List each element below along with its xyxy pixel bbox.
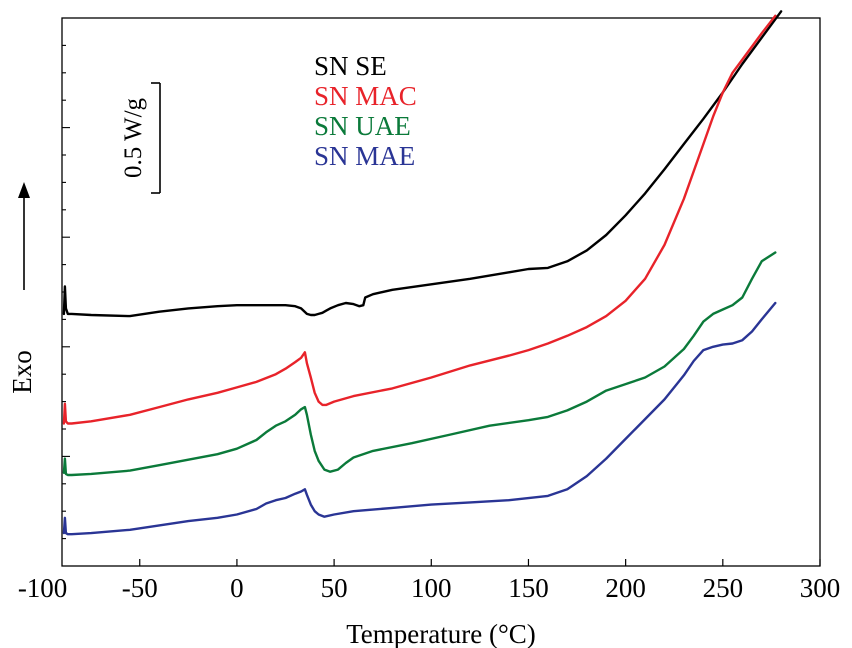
exo-arrow-head bbox=[18, 182, 30, 198]
series-layer bbox=[62, 10, 783, 536]
y-axis-ticks bbox=[62, 44, 70, 540]
x-tick-label: 300 bbox=[800, 573, 841, 603]
series-line-sn-mac bbox=[62, 14, 777, 425]
y-axis-label: Exo bbox=[7, 350, 37, 394]
x-axis-label: Temperature (°C) bbox=[346, 619, 536, 648]
x-tick-label: -100 bbox=[18, 573, 68, 603]
legend-entry-sn-se: SN SE bbox=[314, 51, 387, 81]
legend-entry-sn-mac: SN MAC bbox=[314, 81, 417, 111]
series-line-sn-se bbox=[62, 10, 783, 318]
series-line-sn-mae bbox=[62, 301, 777, 536]
scale-bar: 0.5 W/g bbox=[120, 82, 161, 194]
x-tick-label: 150 bbox=[508, 573, 549, 603]
x-tick-label: 250 bbox=[703, 573, 744, 603]
plot-frame bbox=[61, 17, 821, 567]
x-tick-label: 200 bbox=[605, 573, 646, 603]
x-axis-ticks: -100 -50 0 50 100 150 200 250 300 bbox=[18, 559, 840, 603]
x-tick-label: 0 bbox=[230, 573, 244, 603]
x-tick-label: -50 bbox=[122, 573, 158, 603]
series-line-sn-uae bbox=[62, 251, 777, 477]
x-tick-label: 50 bbox=[321, 573, 348, 603]
y-axis-title: Exo bbox=[7, 182, 37, 394]
x-tick-label: 100 bbox=[411, 573, 452, 603]
scale-bar-label: 0.5 W/g bbox=[120, 97, 147, 178]
legend-entry-sn-mae: SN MAE bbox=[314, 141, 415, 171]
legend-entry-sn-uae: SN UAE bbox=[314, 111, 411, 141]
